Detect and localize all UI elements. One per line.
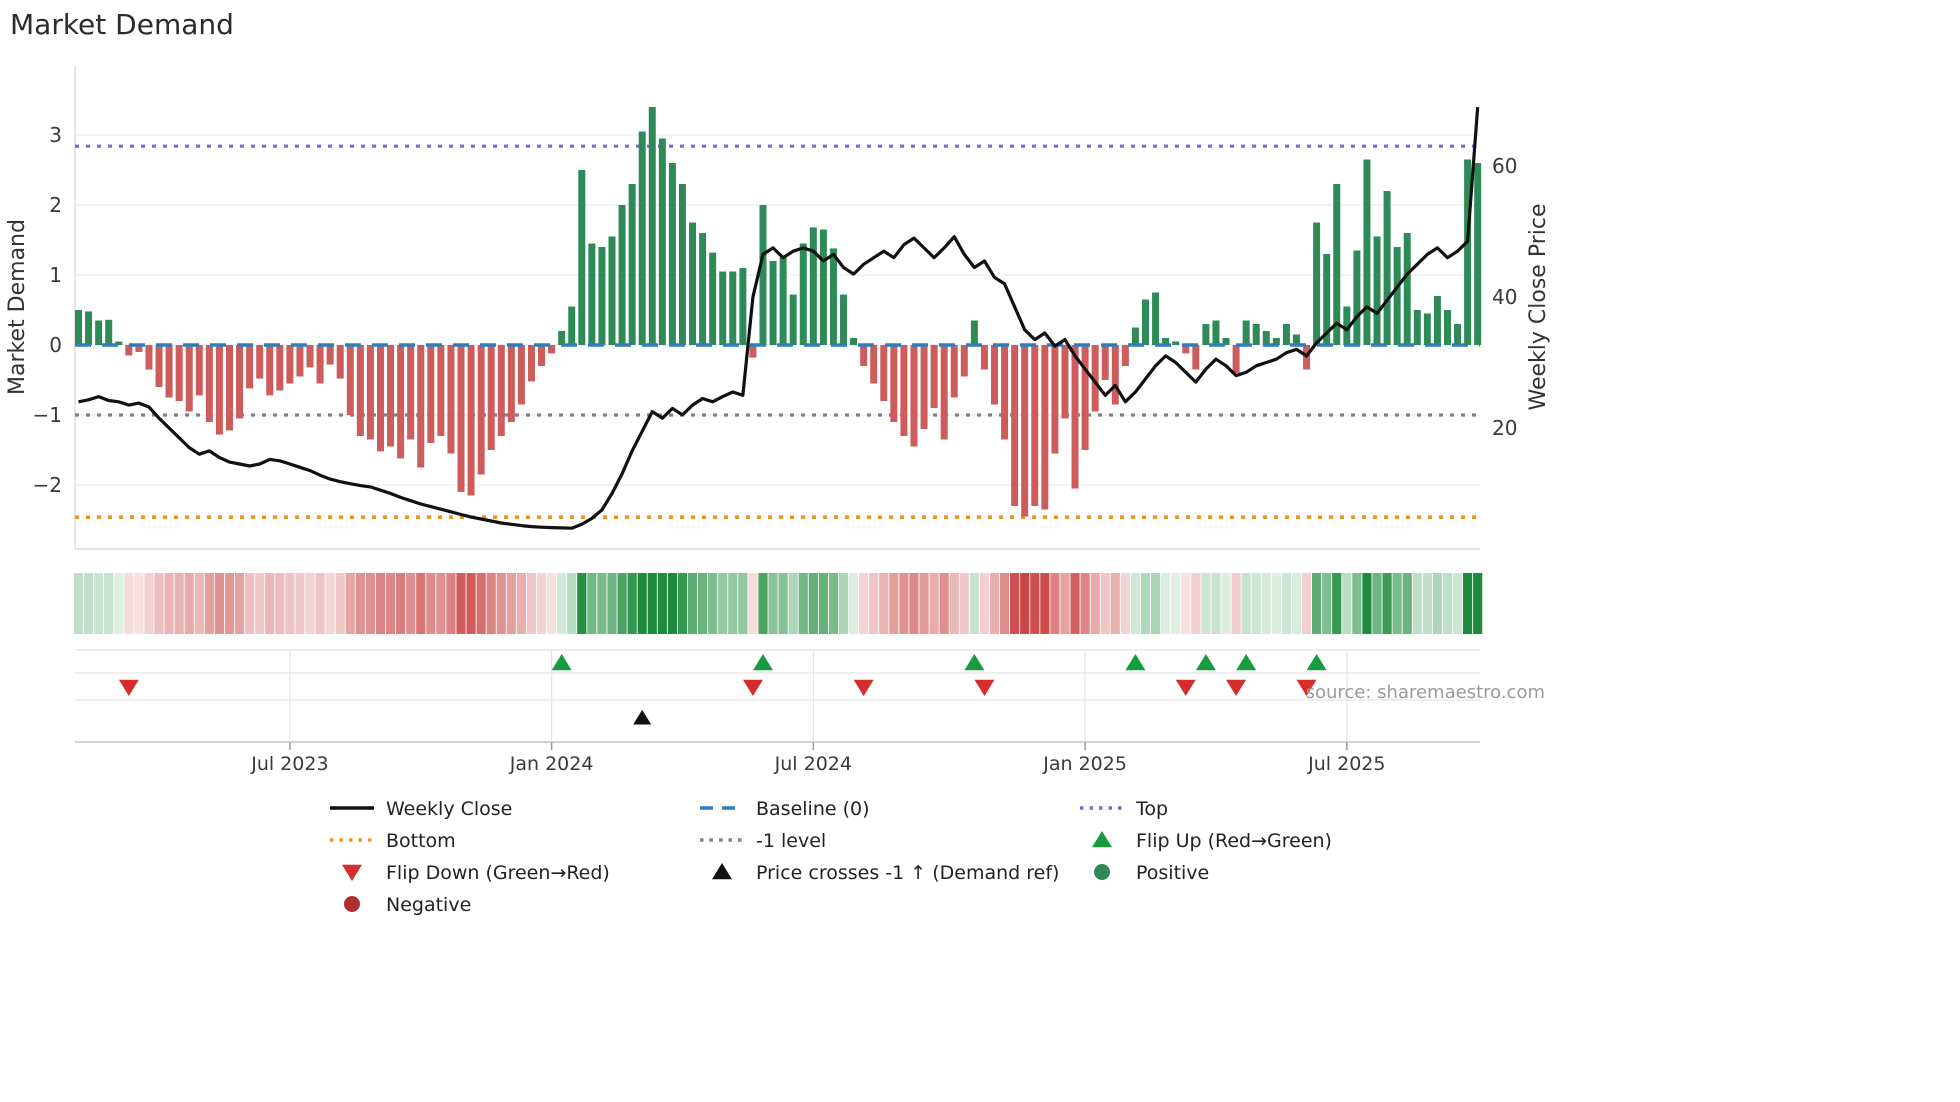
reference-lines [75, 144, 1480, 520]
svg-text:−1: −1 [33, 403, 62, 427]
svg-text:3: 3 [49, 123, 62, 147]
axes-spines [74, 65, 1480, 550]
svg-text:Jul 2024: Jul 2024 [774, 753, 852, 775]
legend-label: Top [1135, 798, 1168, 820]
legend-label: Flip Up (Red→Green) [1136, 830, 1332, 852]
demand-bars [75, 107, 1482, 517]
legend-label: -1 level [756, 830, 826, 852]
svg-text:20: 20 [1492, 416, 1517, 440]
svg-text:2: 2 [49, 193, 62, 217]
legend-label: Negative [386, 894, 471, 916]
svg-text:Jul 2025: Jul 2025 [1307, 753, 1385, 775]
legend: Weekly Close Baseline (0) Top Bottom -1 leve… [330, 798, 1332, 916]
svg-text:0: 0 [49, 333, 62, 357]
svg-text:40: 40 [1492, 285, 1517, 309]
x-tick-labels: Jul 2023 Jan 2024 Jul 2024 Jan 2025 Jul 2025 [250, 753, 1385, 775]
legend-label: Baseline (0) [756, 798, 870, 820]
source-credit: source: sharemaestro.com [1306, 682, 1545, 703]
demand-heatmap-strip [73, 573, 1483, 634]
svg-text:1: 1 [49, 263, 62, 287]
legend-label: Positive [1136, 862, 1209, 884]
legend-label: Flip Down (Green→Red) [386, 862, 610, 884]
svg-text:−2: −2 [33, 473, 62, 497]
legend-label: Price crosses -1 ↑ (Demand ref) [756, 862, 1059, 884]
weekly-close-line [78, 106, 1480, 530]
signal-marker-panel [75, 649, 1480, 750]
legend-label: Bottom [386, 830, 456, 852]
page-title: Market Demand [10, 8, 234, 41]
legend-label: Weekly Close [386, 798, 512, 820]
svg-text:Jan 2025: Jan 2025 [1042, 753, 1127, 775]
gridlines [75, 134, 1480, 486]
svg-text:Jul 2023: Jul 2023 [250, 753, 328, 775]
y-tick-labels: 3 2 1 0 −1 −2 60 40 20 [33, 123, 1518, 497]
svg-text:Jan 2024: Jan 2024 [509, 753, 594, 775]
svg-text:60: 60 [1492, 154, 1517, 178]
right-axis-title: Weekly Close Price [1526, 204, 1551, 411]
left-axis-title: Market Demand [5, 219, 30, 395]
